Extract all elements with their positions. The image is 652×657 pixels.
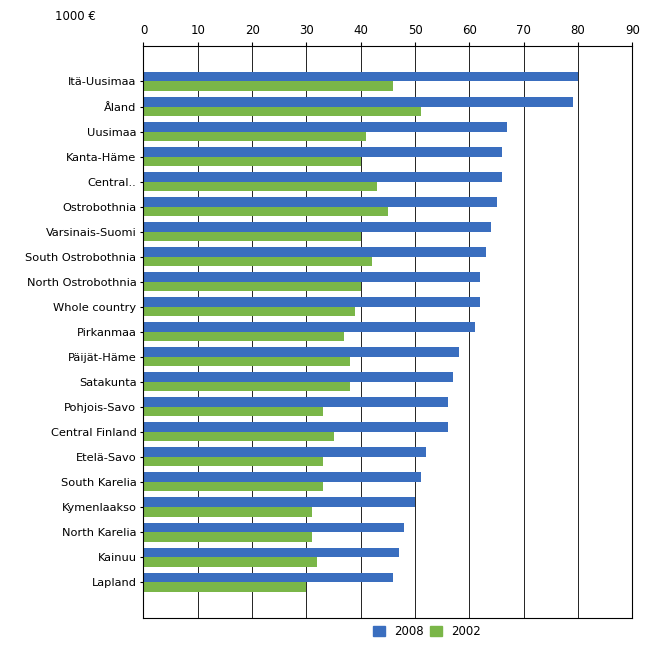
Bar	[143, 432, 334, 442]
Bar	[143, 382, 350, 392]
Legend: 2008, 2002: 2008, 2002	[368, 621, 486, 643]
Bar	[143, 197, 497, 207]
Bar	[143, 272, 481, 282]
Bar	[143, 497, 415, 507]
Bar	[143, 573, 393, 582]
Bar	[143, 522, 404, 532]
Bar	[143, 348, 458, 357]
Bar	[143, 257, 372, 266]
Bar	[143, 397, 448, 407]
Bar	[143, 147, 502, 156]
Bar	[143, 482, 323, 491]
Bar	[143, 297, 481, 307]
Bar	[143, 532, 312, 541]
Bar	[143, 222, 491, 232]
Bar	[143, 232, 361, 241]
Bar	[143, 72, 578, 81]
Bar	[143, 447, 426, 457]
Bar	[143, 357, 350, 367]
Bar	[143, 323, 475, 332]
Bar	[143, 582, 306, 591]
Bar	[143, 122, 507, 131]
Bar	[143, 97, 572, 106]
Bar	[143, 557, 318, 566]
Bar	[143, 181, 377, 191]
Bar	[143, 81, 393, 91]
Bar	[143, 457, 323, 466]
Bar	[143, 472, 421, 482]
Bar	[143, 156, 361, 166]
Bar	[143, 247, 486, 257]
Bar	[143, 307, 355, 316]
Bar	[143, 207, 388, 216]
Bar	[143, 507, 312, 516]
Bar	[143, 282, 361, 291]
Bar	[143, 106, 421, 116]
Text: 1000 €: 1000 €	[55, 10, 96, 23]
Bar	[143, 373, 453, 382]
Bar	[143, 332, 344, 341]
Bar	[143, 407, 323, 417]
Bar	[143, 172, 502, 181]
Bar	[143, 131, 366, 141]
Bar	[143, 422, 448, 432]
Bar	[143, 547, 399, 557]
